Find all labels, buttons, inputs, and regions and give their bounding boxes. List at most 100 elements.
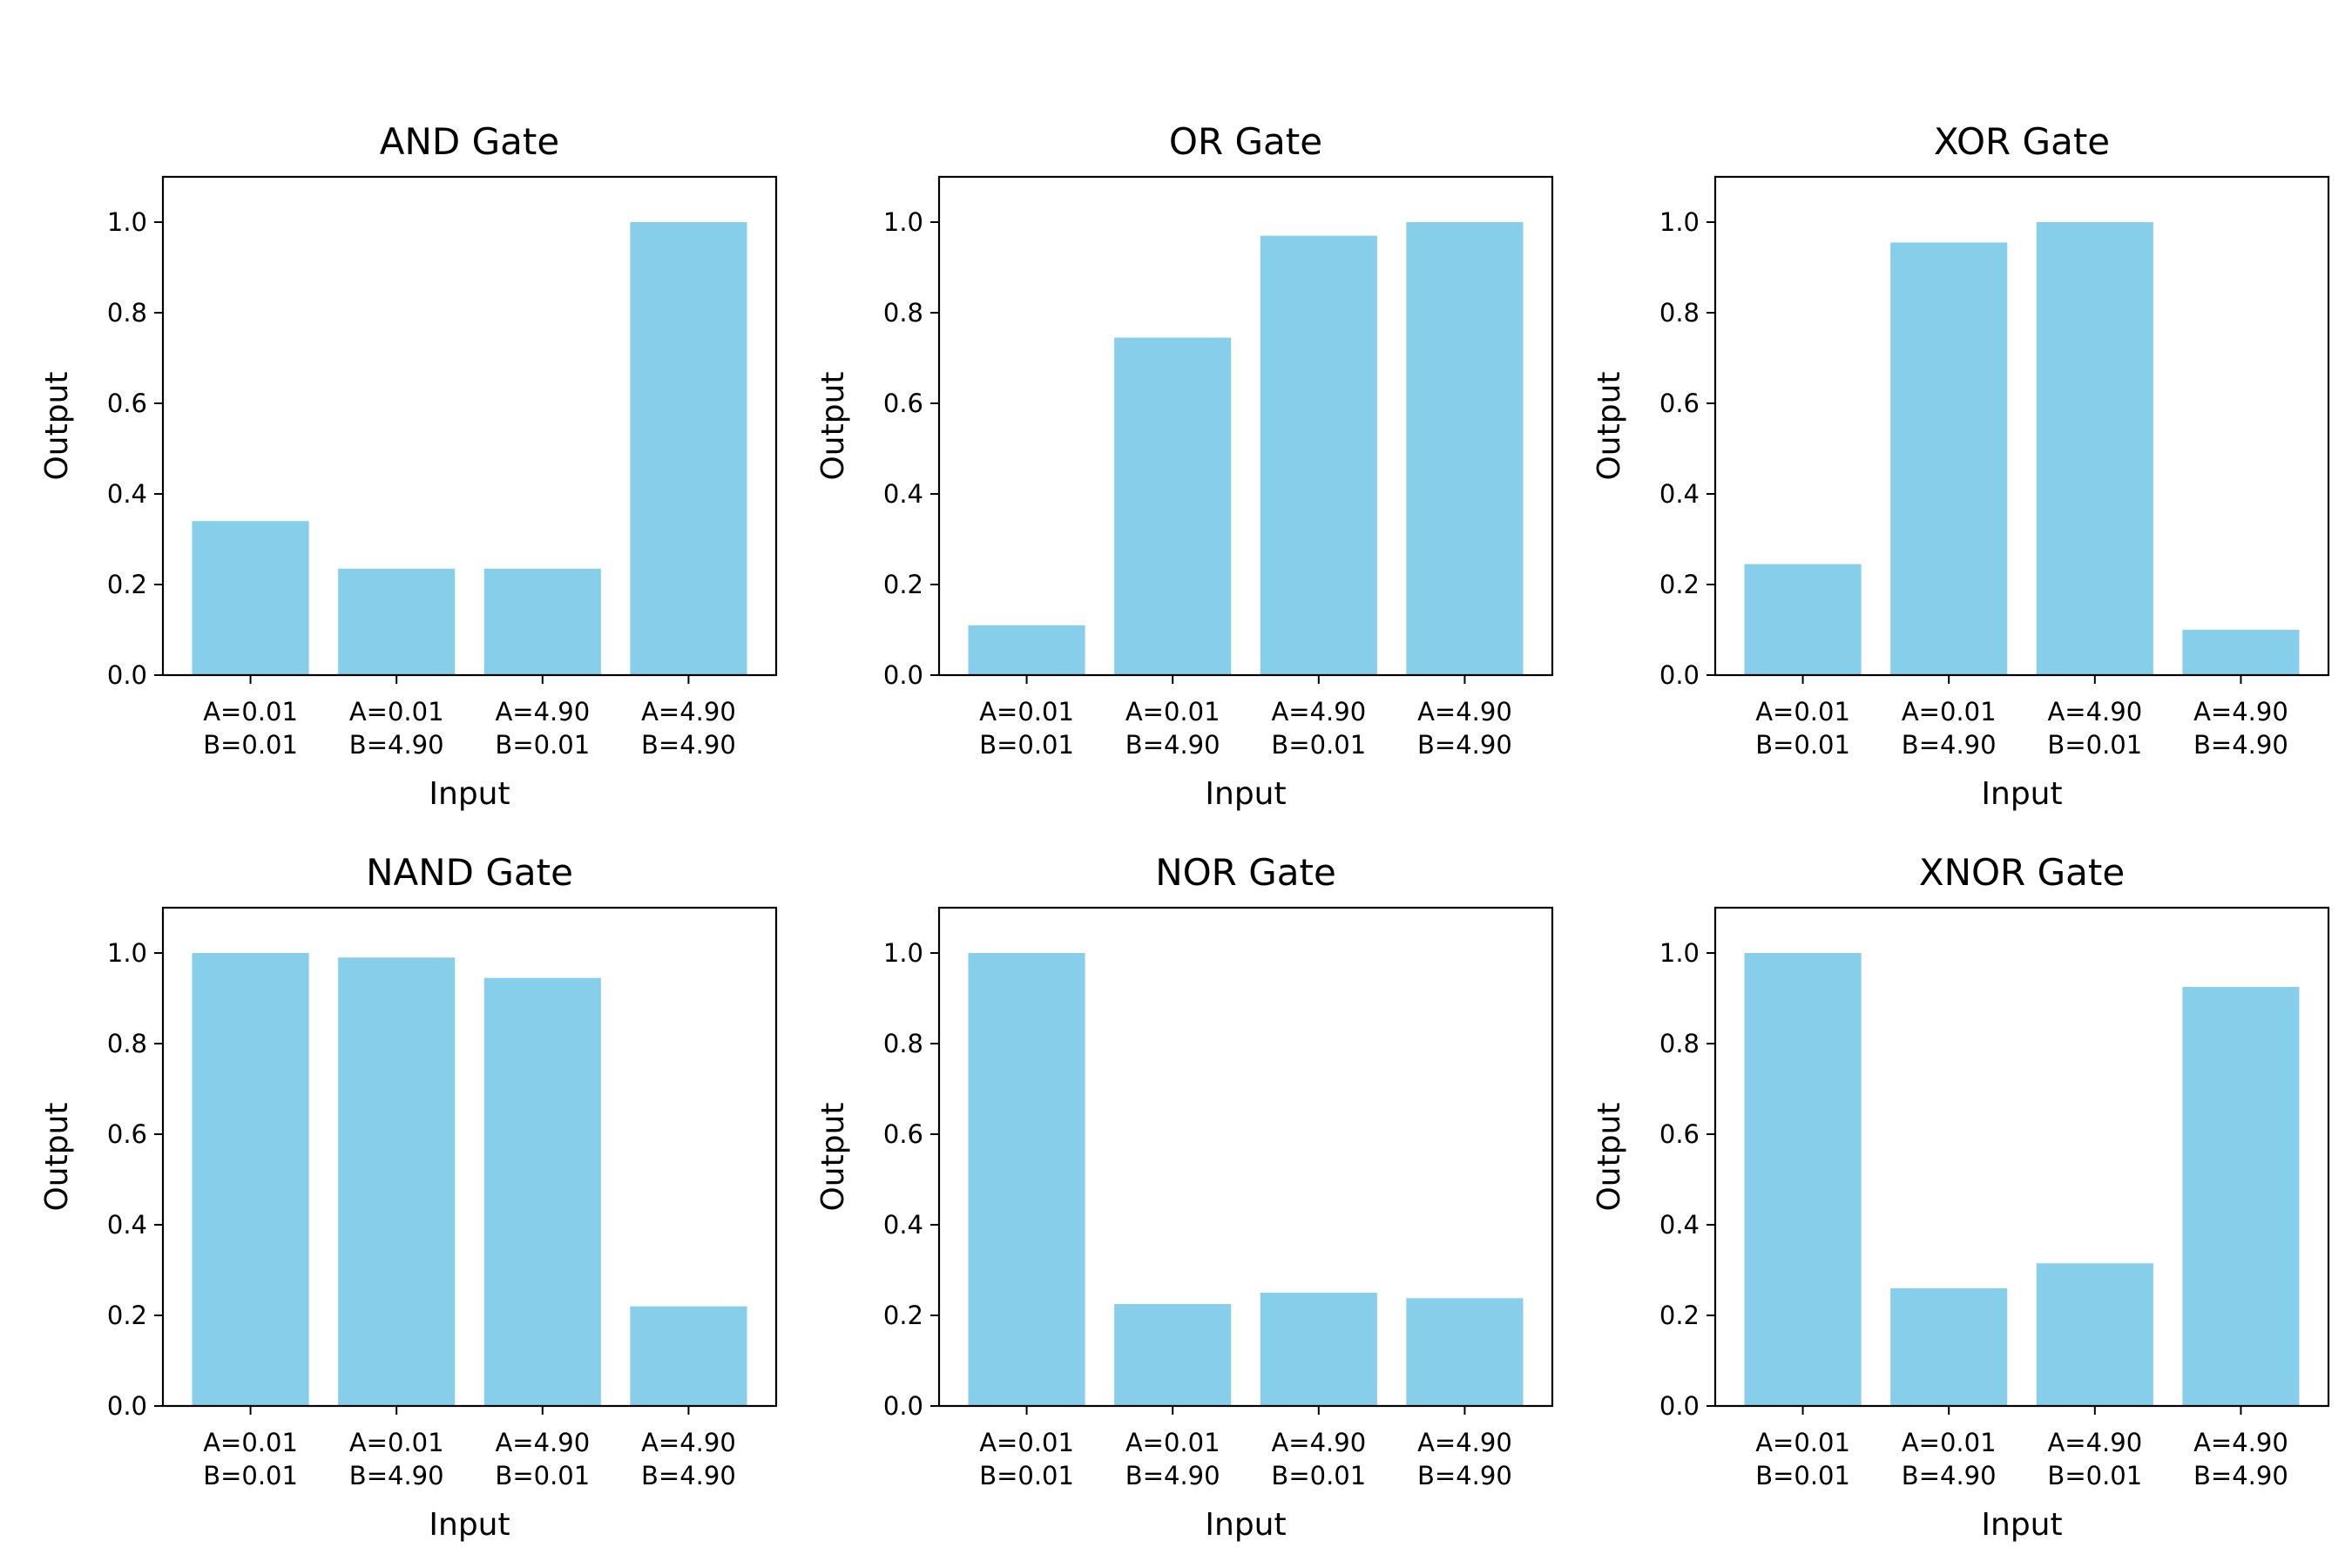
y-axis-label-1: Output xyxy=(815,371,851,480)
ytick-label-4-0: 0.0 xyxy=(883,1391,923,1421)
ytick-label-4-2: 0.4 xyxy=(883,1210,923,1240)
bar-5-2 xyxy=(2036,1263,2153,1406)
bar-0-0 xyxy=(192,521,309,675)
xtick-label-2-1-1: B=4.90 xyxy=(1902,730,1997,760)
xtick-label-1-2-1: B=0.01 xyxy=(1271,730,1366,760)
bar-1-1 xyxy=(1114,337,1232,675)
ytick-label-2-5: 1.0 xyxy=(1659,207,1700,237)
plot-frame-1 xyxy=(937,175,1554,677)
xtick-label-3-1-1: B=4.90 xyxy=(349,1461,444,1490)
ytick-label-4-3: 0.6 xyxy=(883,1119,923,1149)
xtick-label-4-1-1: B=4.90 xyxy=(1125,1461,1220,1490)
chart-title-5: XNOR Gate xyxy=(1919,851,2125,894)
ytick-label-5-5: 1.0 xyxy=(1659,938,1700,968)
xtick-label-4-3-0: A=4.90 xyxy=(1417,1428,1512,1457)
bar-2-0 xyxy=(1744,564,1862,675)
ytick-label-0-0: 0.0 xyxy=(107,660,147,690)
ytick-label-0-4: 0.8 xyxy=(107,298,147,328)
xtick-label-0-3-0: A=4.90 xyxy=(641,697,736,727)
xtick-label-5-3-0: A=4.90 xyxy=(2193,1428,2288,1457)
ytick-label-1-5: 1.0 xyxy=(883,207,923,237)
x-axis-label-3: Input xyxy=(429,1507,510,1543)
bar-5-1 xyxy=(1890,1288,2008,1406)
xtick-label-0-1-1: B=4.90 xyxy=(349,730,444,760)
xtick-label-2-0-1: B=0.01 xyxy=(1755,730,1850,760)
chart-title-1: OR Gate xyxy=(1169,120,1322,163)
bar-2-3 xyxy=(2182,630,2300,675)
ytick-label-4-1: 0.2 xyxy=(883,1301,923,1330)
ytick-label-1-3: 0.6 xyxy=(883,389,923,418)
x-axis-label-0: Input xyxy=(429,776,510,812)
xtick-label-5-3-1: B=4.90 xyxy=(2193,1461,2288,1490)
chart-title-3: NAND Gate xyxy=(366,851,573,894)
bar-4-2 xyxy=(1260,1293,1377,1406)
ytick-label-5-3: 0.6 xyxy=(1659,1119,1700,1149)
bar-1-3 xyxy=(1406,222,1524,675)
ytick-label-3-0: 0.0 xyxy=(107,1391,147,1421)
chart-title-0: AND Gate xyxy=(380,120,559,163)
plot-frame-0 xyxy=(161,175,778,677)
ytick-label-1-2: 0.4 xyxy=(883,479,923,509)
ytick-label-3-3: 0.6 xyxy=(107,1119,147,1149)
ytick-label-5-2: 0.4 xyxy=(1659,1210,1700,1240)
bar-3-1 xyxy=(338,957,456,1406)
ytick-label-0-3: 0.6 xyxy=(107,389,147,418)
xtick-label-3-3-0: A=4.90 xyxy=(641,1428,736,1457)
chart-panel-3: 0.0 0.2 0.4 0.6 0.8 1.0 A=0.01 B=0.01 A=0.01 B=4.… xyxy=(39,851,778,1543)
ytick-label-3-2: 0.4 xyxy=(107,1210,147,1240)
ytick-label-1-1: 0.2 xyxy=(883,570,923,599)
bar-0-1 xyxy=(338,568,456,675)
bar-0-2 xyxy=(483,568,601,675)
ytick-label-0-1: 0.2 xyxy=(107,570,147,599)
plot-frame-4 xyxy=(937,906,1554,1408)
xtick-label-5-0-0: A=0.01 xyxy=(1755,1428,1850,1457)
bar-5-3 xyxy=(2182,987,2300,1406)
xtick-label-0-2-1: B=0.01 xyxy=(495,730,590,760)
xtick-label-3-2-0: A=4.90 xyxy=(495,1428,590,1457)
xtick-label-2-1-0: A=0.01 xyxy=(1902,697,1997,727)
bar-4-0 xyxy=(968,953,1085,1406)
chart-panel-5: 0.0 0.2 0.4 0.6 0.8 1.0 A=0.01 B=0.01 A=0.01 B=4.… xyxy=(1592,851,2330,1543)
bar-1-2 xyxy=(1260,235,1377,675)
ytick-label-4-4: 0.8 xyxy=(883,1029,923,1058)
ytick-label-2-0: 0.0 xyxy=(1659,660,1700,690)
chart-panel-4: 0.0 0.2 0.4 0.6 0.8 1.0 A=0.01 B=0.01 A=0.01 B=4.… xyxy=(815,851,1554,1543)
xtick-label-1-1-0: A=0.01 xyxy=(1125,697,1220,727)
xtick-label-3-1-0: A=0.01 xyxy=(349,1428,444,1457)
xtick-label-1-1-1: B=4.90 xyxy=(1125,730,1220,760)
xtick-label-5-0-1: B=0.01 xyxy=(1755,1461,1850,1490)
x-axis-label-4: Input xyxy=(1205,1507,1286,1543)
x-axis-label-5: Input xyxy=(1981,1507,2062,1543)
ytick-label-1-4: 0.8 xyxy=(883,298,923,328)
xtick-label-3-3-1: B=4.90 xyxy=(641,1461,736,1490)
xtick-label-5-1-0: A=0.01 xyxy=(1902,1428,1997,1457)
y-axis-label-2: Output xyxy=(1592,371,1627,480)
x-axis-label-2: Input xyxy=(1981,776,2062,812)
xtick-label-0-0-0: A=0.01 xyxy=(203,697,298,727)
xtick-label-0-1-0: A=0.01 xyxy=(349,697,444,727)
xtick-label-1-3-1: B=4.90 xyxy=(1417,730,1512,760)
bar-3-3 xyxy=(630,1306,747,1406)
xtick-label-2-2-0: A=4.90 xyxy=(2047,697,2142,727)
ytick-label-2-1: 0.2 xyxy=(1659,570,1700,599)
bar-1-0 xyxy=(968,625,1085,675)
chart-title-4: NOR Gate xyxy=(1155,851,1336,894)
bar-2-2 xyxy=(2036,222,2153,675)
y-axis-label-5: Output xyxy=(1592,1102,1627,1211)
xtick-label-5-2-0: A=4.90 xyxy=(2047,1428,2142,1457)
chart-panel-0: 0.00.20.40.60.81.0A=0.01B=0.01A=0.01B=4.… xyxy=(39,120,778,812)
xtick-label-3-0-1: B=0.01 xyxy=(203,1461,298,1490)
ytick-label-5-0: 0.0 xyxy=(1659,1391,1700,1421)
xtick-label-0-0-1: B=0.01 xyxy=(203,730,298,760)
ytick-label-2-3: 0.6 xyxy=(1659,389,1700,418)
ytick-label-0-2: 0.4 xyxy=(107,479,147,509)
x-axis-label-1: Input xyxy=(1205,776,1286,812)
plot-frame-3 xyxy=(161,906,778,1408)
bar-5-0 xyxy=(1744,953,1862,1406)
plot-frame-2 xyxy=(1713,175,2330,677)
xtick-label-4-0-1: B=0.01 xyxy=(979,1461,1074,1490)
xtick-label-0-2-0: A=4.90 xyxy=(495,697,590,727)
bar-4-3 xyxy=(1406,1298,1524,1406)
ytick-label-2-2: 0.4 xyxy=(1659,479,1700,509)
